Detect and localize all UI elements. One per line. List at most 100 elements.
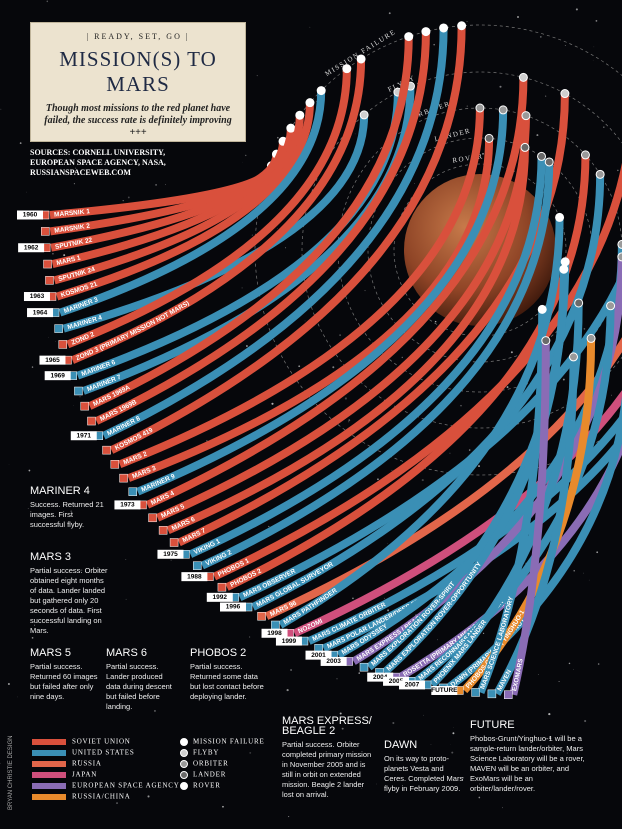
- outcome-marker: [439, 23, 449, 33]
- year-tag: [23, 292, 50, 302]
- mission-band: [53, 115, 304, 285]
- agency-flag: [43, 259, 52, 269]
- note: PHOBOS 2 Partial success. Returned some d…: [190, 648, 270, 702]
- mission-band: [145, 77, 528, 509]
- agency-flag: [257, 611, 266, 621]
- year-tag: [157, 549, 184, 559]
- outcome-marker: [286, 123, 296, 133]
- mission-name: MARS 2: [122, 450, 148, 466]
- year-tag: [383, 676, 410, 686]
- mission-name: VIKING 2: [205, 549, 234, 568]
- legend-swatch: [32, 750, 66, 756]
- mission-band: [307, 412, 622, 645]
- outcome-marker: [559, 264, 569, 274]
- year-label: 1965: [45, 357, 60, 364]
- note-title: PHOBOS 2: [190, 647, 247, 659]
- note-text: Partial success. Returned 60 images but …: [30, 662, 98, 701]
- outcome-marker: [617, 239, 622, 249]
- mission-label: MARSNIK 2: [54, 222, 91, 234]
- legend-label: JAPAN: [72, 771, 97, 779]
- year-label: 1960: [23, 212, 38, 219]
- legend-marker: [180, 782, 188, 790]
- title: MISSION(S) TO MARS: [59, 47, 217, 96]
- legend-label: SOVIET UNION: [72, 738, 131, 746]
- legend-label: ROVER: [193, 782, 221, 790]
- note: DAWN On its way to proto-planets Vesta an…: [384, 740, 464, 794]
- agency-flag: [192, 561, 202, 570]
- outcome-marker: [580, 150, 590, 160]
- mission-band: [51, 128, 295, 268]
- note-text: Phobos-Grunt/Yinghuo-1 will be a sample-…: [470, 734, 585, 793]
- year-tag: [18, 243, 45, 253]
- year-label: 1963: [30, 293, 45, 300]
- note-title: DAWN: [384, 739, 418, 751]
- mission-label: MARINER 6: [80, 359, 116, 378]
- mission-band: [94, 31, 430, 425]
- outcome-marker: [606, 301, 616, 311]
- mission-band: [509, 340, 550, 696]
- note-title: MARS EXPRESS/ BEAGLE 2: [282, 715, 372, 737]
- outcome-marker: [518, 72, 528, 82]
- year-tag: [367, 672, 394, 682]
- mission-band: [188, 156, 546, 558]
- outcome-marker: [498, 105, 508, 115]
- note-text: On its way to proto-planets Vesta and Ce…: [384, 754, 464, 793]
- note-text: Success. Returned 21 images. First succe…: [30, 500, 104, 529]
- mission-band: [251, 174, 605, 611]
- year-label: 2003: [326, 658, 341, 665]
- legend-swatch: [32, 794, 66, 800]
- year-label: 2005: [389, 678, 404, 685]
- mission-name: MARS 1: [56, 254, 82, 267]
- mission-band: [58, 90, 326, 317]
- year-tag: [44, 371, 71, 381]
- year-tag: [70, 431, 97, 441]
- legend-marker: [180, 749, 188, 757]
- legend-label: RUSSIA/CHINA: [72, 793, 131, 801]
- year-label: 1964: [33, 309, 48, 316]
- kicker: | READY, SET, GO |: [86, 32, 190, 41]
- outcome-marker: [574, 298, 584, 308]
- mission-label: MARS 2: [122, 450, 148, 466]
- agency-flag: [169, 538, 179, 547]
- mission-band: [55, 102, 314, 301]
- legend-swatch: [32, 739, 66, 745]
- mission-name: MARSNIK 1: [54, 208, 91, 218]
- mission-name: KOSMOS 21: [60, 280, 99, 299]
- outcome-marker: [537, 304, 547, 314]
- mission-name: SPUTNIK 22: [55, 236, 94, 250]
- credit: BRYAN CHRISTIE DESIGN: [8, 735, 14, 810]
- mission-band: [127, 138, 494, 482]
- outcome-marker: [544, 157, 554, 167]
- year-label: 1962: [24, 244, 39, 251]
- mission-label: VIKING 1: [193, 538, 222, 556]
- outcome-marker: [457, 21, 467, 31]
- agency-flag: [471, 688, 480, 697]
- legend-label: MISSION FAILURE: [193, 738, 265, 746]
- note: FUTURE Phobos-Grunt/Yinghuo-1 will be a s…: [470, 720, 590, 794]
- note: MARS 6 Partial success. Lander produced d…: [106, 648, 176, 712]
- year-label: 1969: [50, 372, 65, 379]
- mission-band: [70, 58, 366, 364]
- year-label: 1973: [120, 502, 135, 509]
- year-tag: [431, 685, 458, 695]
- agency-flag: [102, 445, 111, 455]
- mission-label: MARS 1: [56, 254, 82, 267]
- outcome-marker: [404, 32, 414, 42]
- year-tag: [39, 355, 66, 365]
- note-title: MARS 5: [30, 647, 71, 659]
- agency-flag: [128, 487, 138, 496]
- mission-band: [88, 36, 413, 410]
- mission-band: [177, 93, 569, 547]
- agency-flag: [217, 582, 227, 592]
- outcome-marker: [295, 110, 305, 120]
- note-title: FUTURE: [470, 719, 515, 731]
- legend-marker: [180, 760, 188, 768]
- year-label: 2004: [373, 674, 388, 681]
- outcome-marker: [421, 27, 431, 37]
- outcome-marker: [560, 89, 570, 99]
- agency-flag: [503, 690, 513, 699]
- year-label: 1988: [187, 573, 202, 580]
- mission-band: [493, 356, 578, 696]
- note-text: Partial success. Orbiter completed prima…: [282, 740, 372, 799]
